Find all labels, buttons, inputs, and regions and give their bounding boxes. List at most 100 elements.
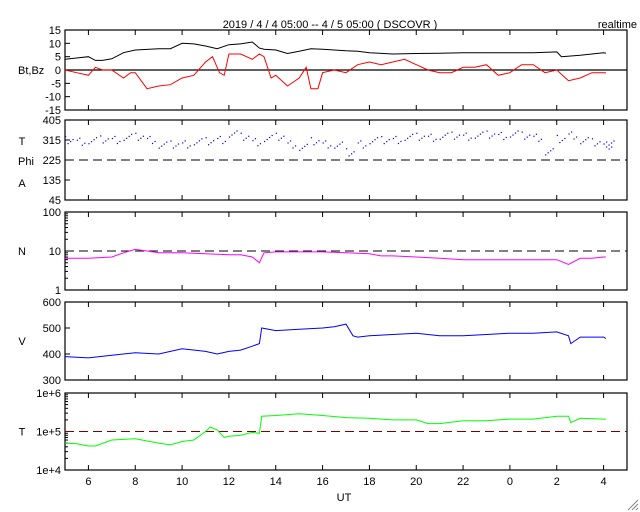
data-point [339, 143, 341, 145]
x-tick-label: 14 [270, 476, 282, 488]
data-point [521, 131, 523, 133]
y-tick-label: 0 [55, 65, 61, 77]
data-point [248, 135, 250, 137]
data-point [330, 145, 332, 147]
resize-grip-icon[interactable] [627, 499, 639, 511]
y-tick-label: 225 [43, 155, 61, 167]
x-tick-label: 0 [507, 476, 513, 488]
data-point [213, 140, 215, 142]
data-point [400, 140, 402, 143]
data-point [509, 136, 512, 138]
data-point [184, 140, 186, 142]
data-point [418, 139, 420, 141]
data-point [196, 142, 198, 144]
data-point [310, 137, 313, 139]
data-point [482, 131, 484, 133]
data-point [322, 142, 324, 144]
data-point [606, 141, 608, 143]
data-point [294, 145, 297, 147]
data-point [271, 134, 273, 137]
data-point [500, 131, 502, 134]
chart-title: 2019 / 4 / 4 05:00 -- 4 / 5 05:00 ( DSCO… [223, 19, 438, 31]
data-point [151, 142, 154, 145]
data-point [254, 138, 257, 140]
x-tick-label: 4 [601, 476, 607, 488]
data-point [172, 147, 175, 149]
data-point [126, 137, 128, 139]
data-point [137, 139, 139, 141]
data-point [456, 136, 458, 138]
data-point [605, 146, 608, 148]
data-point [409, 135, 411, 137]
data-point [236, 130, 238, 132]
data-point [313, 144, 315, 146]
data-point [439, 138, 441, 140]
y-tick-label: 10 [49, 38, 61, 50]
data-point [540, 138, 543, 140]
data-point [219, 135, 221, 138]
data-point [533, 135, 535, 137]
data-point [201, 138, 203, 140]
data-point [362, 147, 364, 149]
data-point [498, 133, 500, 136]
y-tick-label: 10 [49, 246, 61, 258]
data-point [611, 146, 613, 148]
x-tick-label: 18 [363, 476, 375, 488]
y-tick-label: 405 [43, 115, 61, 127]
y-axis-label: A [18, 178, 26, 190]
data-point [182, 142, 184, 144]
data-point [327, 147, 329, 149]
data-point [65, 136, 67, 138]
data-point [142, 135, 144, 137]
panel-temperature: 1e+6 1e+5 1e+4 T [19, 388, 628, 477]
panel-density: 100 10 1 N [18, 207, 628, 297]
data-point [585, 139, 587, 141]
data-point [252, 140, 254, 142]
data-point [599, 141, 601, 143]
data-point [453, 138, 456, 140]
data-point [603, 143, 605, 145]
data-point [383, 143, 385, 145]
data-point [491, 135, 493, 137]
x-tick-label: 12 [223, 476, 235, 488]
data-point [524, 138, 526, 140]
data-point [257, 145, 259, 147]
data-point [360, 140, 362, 142]
data-point [351, 153, 353, 155]
data-point [582, 141, 584, 143]
data-point [512, 134, 514, 136]
data-point [608, 144, 610, 146]
data-point [67, 143, 69, 145]
data-point [341, 141, 343, 143]
data-point [550, 150, 552, 152]
data-point [79, 137, 81, 139]
data-point [95, 137, 98, 139]
data-point [444, 134, 446, 136]
data-point [494, 133, 496, 135]
panel-velocity: 600 500 400 300 V [18, 297, 628, 387]
data-point [140, 137, 142, 139]
data-point [102, 142, 104, 144]
data-point [131, 133, 133, 135]
data-point [88, 143, 90, 145]
data-point [416, 132, 418, 134]
data-point [161, 145, 163, 147]
data-point [559, 141, 561, 144]
data-point [306, 143, 308, 145]
data-point [315, 142, 318, 144]
data-point [392, 137, 395, 140]
data-point [163, 143, 165, 145]
data-point [570, 131, 573, 133]
data-point [407, 137, 409, 139]
data-point [535, 133, 538, 135]
data-point [474, 137, 476, 139]
data-point [193, 144, 195, 146]
data-point [388, 139, 390, 141]
data-point [423, 135, 425, 137]
y-tick-label: 1 [55, 285, 61, 297]
data-point [430, 133, 432, 135]
data-point [556, 134, 558, 137]
data-point [353, 151, 355, 153]
y-tick-label: 1e+4 [36, 465, 61, 477]
data-point [81, 144, 83, 146]
